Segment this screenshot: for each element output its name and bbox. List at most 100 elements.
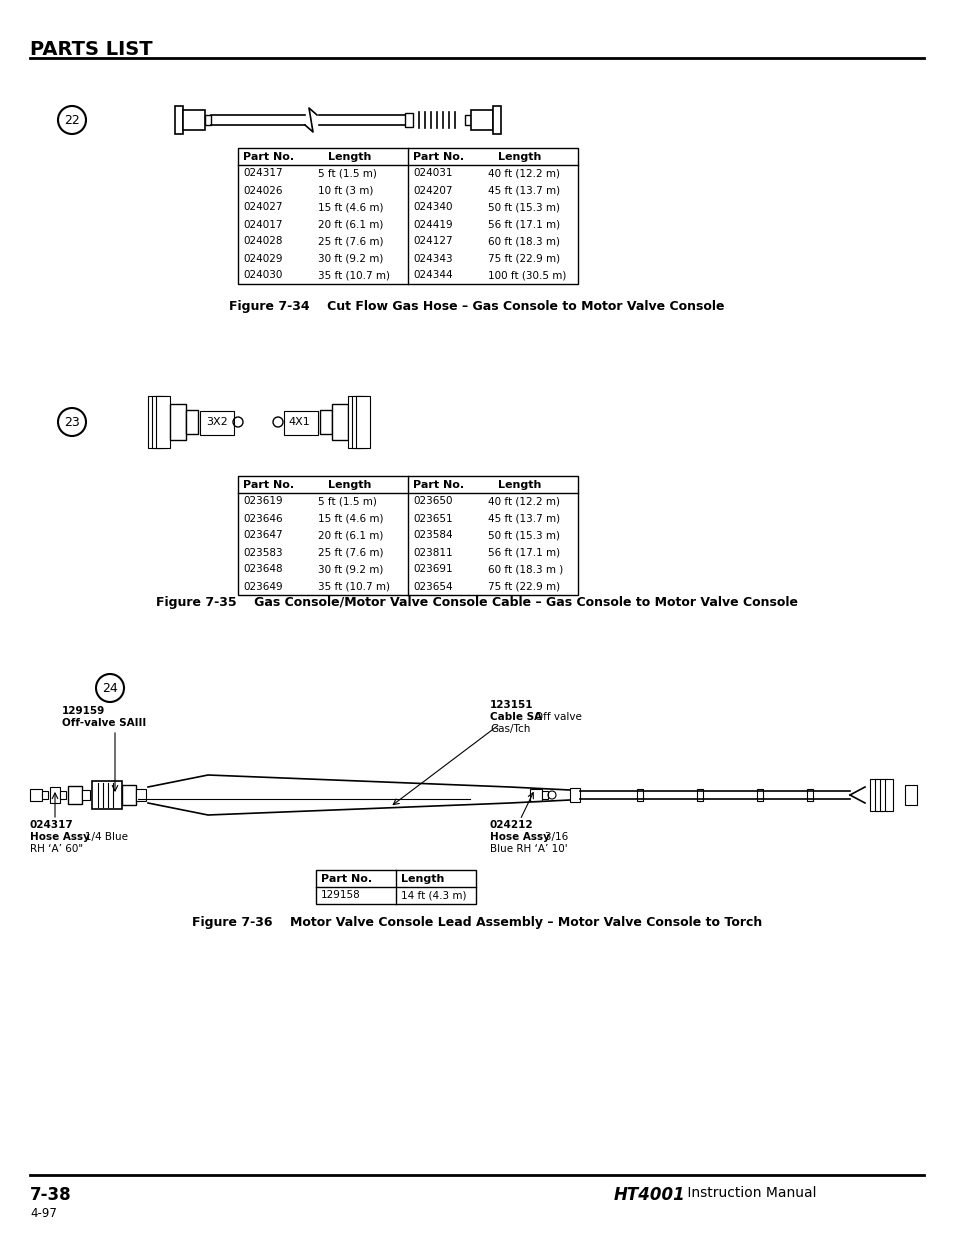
Bar	[68, 785, 82, 804]
Text: Gas/Tch: Gas/Tch	[490, 724, 530, 734]
Bar	[152, 396, 166, 448]
Text: 023619: 023619	[243, 496, 282, 506]
Bar	[50, 787, 60, 803]
Text: RH ‘A’ 60": RH ‘A’ 60"	[30, 844, 83, 853]
Text: Figure 7-34    Cut Flow Gas Hose – Gas Console to Motor Valve Console: Figure 7-34 Cut Flow Gas Hose – Gas Cons…	[229, 300, 724, 312]
Text: Instruction Manual: Instruction Manual	[682, 1186, 816, 1200]
Text: Hose Assy: Hose Assy	[30, 832, 90, 842]
Text: 023646: 023646	[243, 514, 282, 524]
Bar	[697, 789, 702, 802]
Text: 023583: 023583	[243, 547, 282, 557]
Text: 75 ft (22.9 m): 75 ft (22.9 m)	[488, 582, 559, 592]
Text: 129159: 129159	[62, 706, 105, 716]
Text: 15 ft (4.6 m): 15 ft (4.6 m)	[317, 203, 383, 212]
Text: 60 ft (18.3 m ): 60 ft (18.3 m )	[488, 564, 562, 574]
Text: 56 ft (17.1 m): 56 ft (17.1 m)	[488, 547, 559, 557]
Text: 024026: 024026	[243, 185, 282, 195]
Text: 5 ft (1.5 m): 5 ft (1.5 m)	[317, 496, 376, 506]
Bar	[156, 396, 170, 448]
Text: 024030: 024030	[243, 270, 282, 280]
Text: Length: Length	[328, 152, 371, 162]
Bar	[237, 475, 578, 595]
Text: 22: 22	[64, 114, 80, 126]
Text: 024027: 024027	[243, 203, 282, 212]
Text: 40 ft (12.2 m): 40 ft (12.2 m)	[488, 496, 559, 506]
Text: 15 ft (4.6 m): 15 ft (4.6 m)	[317, 514, 383, 524]
Text: Length: Length	[497, 479, 540, 489]
Text: 20 ft (6.1 m): 20 ft (6.1 m)	[317, 531, 383, 541]
Text: 023654: 023654	[413, 582, 452, 592]
Text: 129158: 129158	[320, 890, 360, 900]
Text: Length: Length	[400, 873, 444, 883]
Bar	[471, 110, 493, 130]
Text: Cable SA: Cable SA	[490, 713, 541, 722]
Text: 50 ft (15.3 m): 50 ft (15.3 m)	[488, 203, 559, 212]
Bar	[174, 106, 183, 135]
Bar	[348, 396, 361, 448]
Text: 35 ft (10.7 m): 35 ft (10.7 m)	[317, 582, 390, 592]
Bar	[136, 789, 146, 802]
Text: 024317: 024317	[243, 168, 282, 179]
Text: 23: 23	[64, 415, 80, 429]
Bar	[30, 789, 42, 802]
Text: 024028: 024028	[243, 236, 282, 247]
Text: 023648: 023648	[243, 564, 282, 574]
Text: 024031: 024031	[413, 168, 452, 179]
Text: 024343: 024343	[413, 253, 452, 263]
Text: 45 ft (13.7 m): 45 ft (13.7 m)	[488, 514, 559, 524]
Bar	[884, 779, 892, 811]
Bar	[60, 790, 66, 799]
Bar	[82, 790, 90, 800]
Text: 024207: 024207	[413, 185, 452, 195]
Bar	[757, 789, 762, 802]
Bar	[148, 396, 162, 448]
Text: 3X2: 3X2	[206, 417, 228, 427]
Bar	[464, 115, 471, 125]
Text: 024340: 024340	[413, 203, 452, 212]
Bar	[874, 779, 882, 811]
Text: 4-97: 4-97	[30, 1207, 57, 1220]
Text: Length: Length	[328, 479, 371, 489]
Text: 023650: 023650	[413, 496, 452, 506]
Text: Off-valve SAIII: Off-valve SAIII	[62, 718, 146, 727]
Text: 30 ft (9.2 m): 30 ft (9.2 m)	[317, 253, 383, 263]
Text: Part No.: Part No.	[413, 152, 464, 162]
Text: 40 ft (12.2 m): 40 ft (12.2 m)	[488, 168, 559, 179]
Text: 25 ft (7.6 m): 25 ft (7.6 m)	[317, 236, 383, 247]
Text: 023651: 023651	[413, 514, 452, 524]
Text: 023691: 023691	[413, 564, 452, 574]
Text: 60 ft (18.3 m): 60 ft (18.3 m)	[488, 236, 559, 247]
Bar	[493, 106, 500, 135]
Text: 023649: 023649	[243, 582, 282, 592]
Text: : 1/4 Blue: : 1/4 Blue	[78, 832, 128, 842]
Text: Part No.: Part No.	[243, 152, 294, 162]
Text: 024212: 024212	[490, 820, 533, 830]
Bar	[186, 410, 198, 433]
Bar	[284, 411, 317, 435]
Text: 023584: 023584	[413, 531, 452, 541]
Text: 45 ft (13.7 m): 45 ft (13.7 m)	[488, 185, 559, 195]
Text: Part No.: Part No.	[320, 873, 372, 883]
Text: 5 ft (1.5 m): 5 ft (1.5 m)	[317, 168, 376, 179]
Text: 20 ft (6.1 m): 20 ft (6.1 m)	[317, 220, 383, 230]
Bar	[637, 789, 642, 802]
Text: : 3/16: : 3/16	[537, 832, 568, 842]
Text: 023811: 023811	[413, 547, 452, 557]
Text: 14 ft (4.3 m): 14 ft (4.3 m)	[400, 890, 466, 900]
Text: 024017: 024017	[243, 220, 282, 230]
Text: 023647: 023647	[243, 531, 282, 541]
Text: 024029: 024029	[243, 253, 282, 263]
Text: HT4001: HT4001	[614, 1186, 685, 1204]
Bar	[183, 110, 205, 130]
Bar	[904, 785, 916, 805]
Bar	[879, 779, 887, 811]
Text: 024317: 024317	[30, 820, 73, 830]
Bar	[541, 790, 547, 799]
Text: 50 ft (15.3 m): 50 ft (15.3 m)	[488, 531, 559, 541]
Text: 7-38: 7-38	[30, 1186, 71, 1204]
Bar	[332, 404, 348, 440]
Text: Figure 7-36    Motor Valve Console Lead Assembly – Motor Valve Console to Torch: Figure 7-36 Motor Valve Console Lead Ass…	[192, 916, 761, 929]
Bar	[122, 785, 136, 805]
Bar	[569, 788, 579, 802]
Text: 25 ft (7.6 m): 25 ft (7.6 m)	[317, 547, 383, 557]
